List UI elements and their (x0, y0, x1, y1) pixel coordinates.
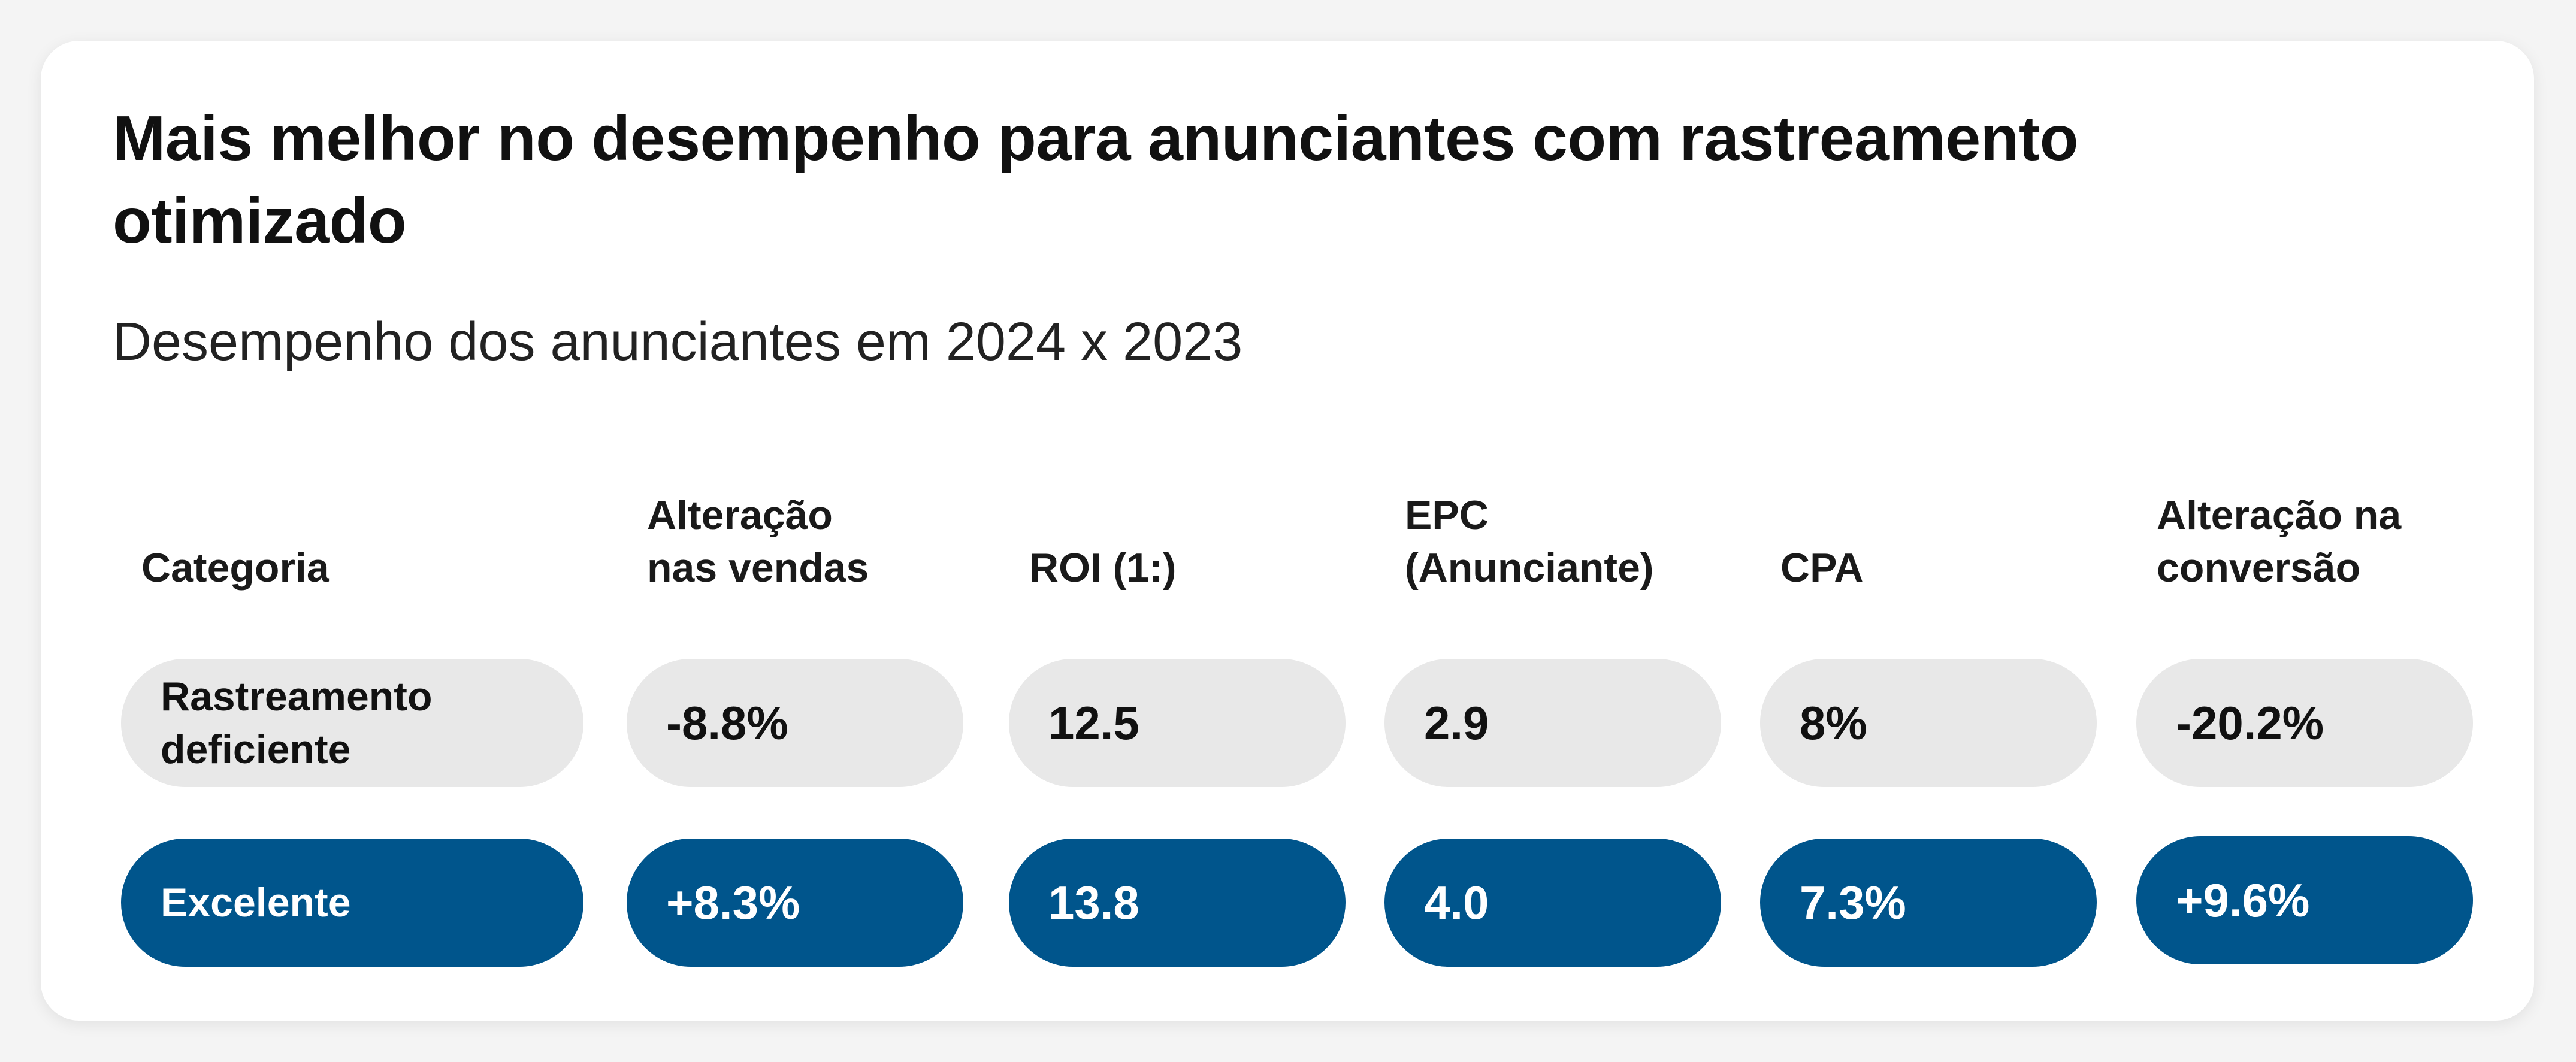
cell-excellent-sales-change: +8.3% (627, 839, 963, 967)
cell-poor-cpa: 8% (1760, 659, 2097, 787)
column-header-conversion-change: Alteração na conversão (2157, 492, 2402, 591)
cell-excellent-cpa: 7.3% (1760, 839, 2097, 967)
row-category-label: Excelente (161, 880, 351, 925)
column-header-cpa: CPA (1780, 545, 1864, 591)
row-category-label: Rastreamento deficiente (161, 674, 433, 772)
cell-poor-conversion-change: -20.2% (2136, 659, 2473, 787)
row-category-poor-tracking: Rastreamento deficiente (121, 659, 583, 787)
cell-excellent-roi: 13.8 (1009, 839, 1346, 967)
column-header-epc: EPC (Anunciante) (1405, 492, 1654, 591)
chart-subtitle: Desempenho dos anunciantes em 2024 x 202… (113, 312, 1243, 372)
cell-excellent-conversion-change: +9.6% (2136, 836, 2473, 964)
column-header-category: Categoria (141, 545, 329, 591)
cell-excellent-epc: 4.0 (1384, 839, 1721, 967)
cell-poor-roi: 12.5 (1009, 659, 1346, 787)
chart-title: Mais melhor no desempenho para anunciant… (113, 103, 2078, 256)
column-header-sales-change: Alteração nas vendas (647, 492, 869, 591)
column-header-roi: ROI (1:) (1029, 545, 1177, 591)
cell-poor-sales-change: -8.8% (627, 659, 963, 787)
row-category-excellent: Excelente (121, 839, 583, 967)
cell-poor-epc: 2.9 (1384, 659, 1721, 787)
